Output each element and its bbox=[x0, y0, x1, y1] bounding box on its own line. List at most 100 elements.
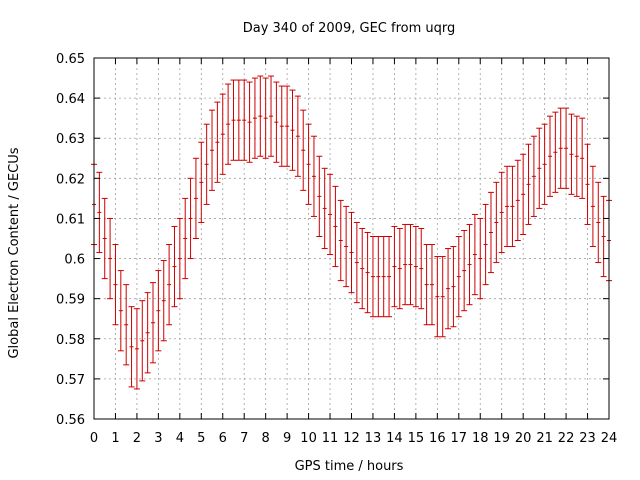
error-bar bbox=[423, 244, 430, 326]
error-bar bbox=[375, 235, 382, 318]
x-tick-label: 19 bbox=[493, 431, 510, 446]
error-bar bbox=[584, 143, 591, 225]
x-tick-label: 10 bbox=[300, 431, 317, 446]
error-bar bbox=[407, 223, 414, 306]
error-bar bbox=[536, 127, 543, 209]
error-bar bbox=[209, 109, 216, 191]
error-bar bbox=[589, 165, 596, 248]
error-bar bbox=[471, 213, 478, 296]
error-bar bbox=[176, 217, 183, 300]
error-bar bbox=[251, 77, 258, 159]
error-bar bbox=[214, 101, 221, 183]
y-axis-label: Global Electron Content / GECUs bbox=[7, 147, 22, 358]
x-tick-label: 15 bbox=[408, 431, 425, 446]
error-bar bbox=[369, 235, 376, 318]
error-bar bbox=[504, 165, 511, 248]
error-bar bbox=[150, 282, 157, 364]
error-bar bbox=[171, 225, 178, 308]
error-bar bbox=[289, 89, 296, 171]
error-bar bbox=[498, 171, 505, 254]
y-tick-label: 0.6 bbox=[64, 253, 85, 268]
x-tick-label: 13 bbox=[365, 431, 382, 446]
y-tick-label: 0.56 bbox=[56, 413, 85, 428]
error-bar bbox=[332, 185, 339, 268]
error-bar bbox=[144, 292, 151, 374]
x-tick-label: 16 bbox=[429, 431, 446, 446]
error-bar bbox=[128, 306, 135, 388]
error-bar bbox=[139, 300, 146, 382]
error-bar bbox=[192, 157, 199, 239]
error-bar bbox=[359, 227, 366, 310]
error-bar bbox=[520, 153, 527, 235]
error-bar bbox=[230, 79, 237, 161]
x-tick-label: 3 bbox=[154, 431, 162, 446]
error-bar bbox=[182, 197, 189, 280]
error-bar bbox=[493, 181, 500, 264]
error-bar bbox=[257, 75, 264, 157]
error-bar bbox=[294, 95, 301, 177]
error-bar bbox=[107, 217, 114, 300]
error-bar bbox=[203, 123, 210, 205]
x-axis-label: GPS time / hours bbox=[295, 459, 404, 474]
error-bar bbox=[573, 115, 580, 197]
error-bar bbox=[364, 231, 371, 314]
x-tick-label: 6 bbox=[219, 431, 227, 446]
error-bar bbox=[552, 111, 559, 193]
error-bar bbox=[530, 135, 537, 217]
error-bar bbox=[241, 79, 248, 161]
error-bar bbox=[327, 173, 334, 256]
x-tick-label: 5 bbox=[197, 431, 205, 446]
error-bar bbox=[600, 195, 607, 278]
error-bar bbox=[117, 270, 124, 352]
error-bar bbox=[219, 93, 226, 175]
error-bar bbox=[461, 229, 468, 312]
error-bar bbox=[187, 177, 194, 260]
error-bar bbox=[509, 165, 516, 248]
error-bar bbox=[563, 107, 570, 189]
error-bar bbox=[300, 109, 307, 191]
x-tick-label: 7 bbox=[240, 431, 248, 446]
error-bar bbox=[428, 244, 435, 326]
error-bar bbox=[353, 221, 360, 304]
error-bar bbox=[284, 85, 291, 167]
y-tick-label: 0.65 bbox=[56, 52, 85, 67]
x-tick-label: 21 bbox=[536, 431, 553, 446]
axis-ticks: 0 1 2 3 4 5 6 7 8 9 10 11 12 13 14 15 16 17 18 19 20 21 22 23 24… bbox=[56, 52, 617, 446]
y-tick-label: 0.58 bbox=[56, 333, 85, 348]
error-bar bbox=[278, 85, 285, 167]
error-bar bbox=[455, 235, 462, 318]
error-bars bbox=[91, 75, 612, 390]
error-bar bbox=[546, 115, 553, 197]
y-tick-label: 0.63 bbox=[56, 132, 85, 147]
x-tick-label: 23 bbox=[579, 431, 596, 446]
error-bar bbox=[412, 225, 419, 308]
error-bar bbox=[380, 235, 387, 318]
error-bar bbox=[450, 246, 457, 328]
error-bar bbox=[337, 199, 344, 282]
error-bar bbox=[482, 203, 489, 286]
error-bar bbox=[123, 284, 130, 366]
error-bar bbox=[305, 123, 312, 205]
y-tick-label: 0.57 bbox=[56, 373, 85, 388]
x-tick-label: 12 bbox=[343, 431, 360, 446]
error-bar bbox=[343, 205, 350, 288]
x-tick-label: 17 bbox=[451, 431, 468, 446]
error-bar bbox=[434, 256, 441, 338]
error-bar bbox=[316, 155, 323, 237]
error-bar bbox=[391, 225, 398, 308]
error-bar bbox=[101, 197, 108, 280]
error-bar bbox=[541, 123, 548, 205]
x-tick-label: 11 bbox=[322, 431, 339, 446]
y-tick-label: 0.64 bbox=[56, 92, 85, 107]
error-bar bbox=[235, 79, 242, 161]
error-bar bbox=[155, 270, 162, 352]
error-bar bbox=[402, 223, 409, 306]
chart-title: Day 340 of 2009, GEC from uqrg bbox=[243, 21, 456, 36]
error-bar bbox=[268, 75, 275, 157]
error-bar bbox=[321, 167, 328, 250]
error-bar bbox=[579, 117, 586, 199]
error-bar bbox=[418, 227, 425, 310]
error-bar bbox=[310, 135, 317, 217]
error-bar bbox=[96, 171, 103, 254]
